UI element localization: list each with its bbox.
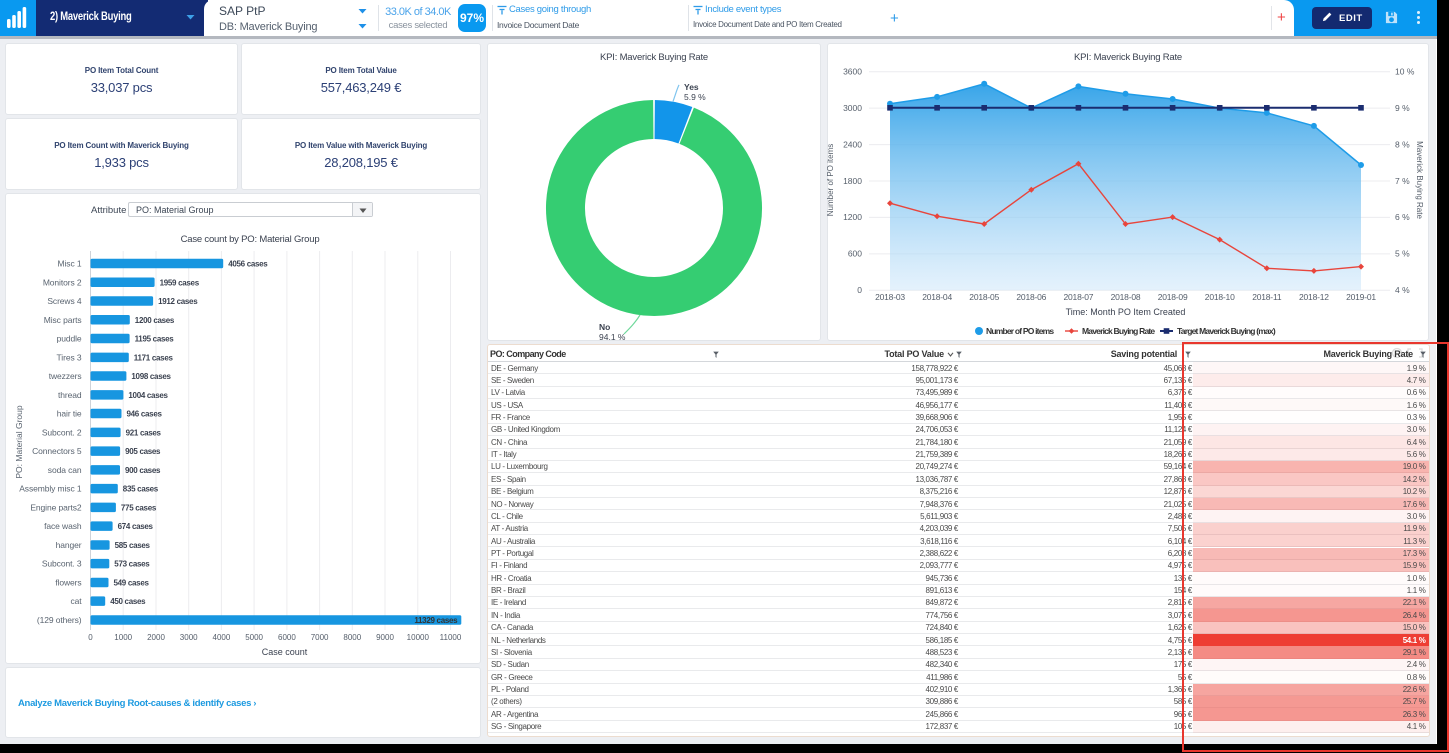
svg-text:1800: 1800 [843,176,862,186]
svg-text:PO: Material Group: PO: Material Group [14,405,24,478]
svg-text:2018-08: 2018-08 [1111,292,1141,302]
svg-text:2018-03: 2018-03 [875,292,905,302]
svg-text:2018-05: 2018-05 [969,292,999,302]
svg-text:585 cases: 585 cases [115,541,151,550]
svg-text:2019-01: 2019-01 [1346,292,1376,302]
svg-text:2018-06: 2018-06 [1016,292,1046,302]
svg-text:8000: 8000 [343,633,361,642]
svg-text:4000: 4000 [213,633,231,642]
svg-text:905 cases: 905 cases [125,447,161,456]
svg-text:Misc 1: Misc 1 [58,259,82,269]
svg-text:3000: 3000 [180,633,198,642]
svg-text:Time: Month PO Item Created: Time: Month PO Item Created [1066,307,1186,317]
svg-text:0: 0 [88,633,93,642]
svg-text:2018-10: 2018-10 [1205,292,1235,302]
svg-text:twezzers: twezzers [49,371,82,381]
svg-text:soda can: soda can [48,465,82,475]
svg-text:1004 cases: 1004 cases [128,391,168,400]
svg-text:6 %: 6 % [1395,212,1410,222]
svg-text:573 cases: 573 cases [114,560,150,569]
svg-text:Screws 4: Screws 4 [47,296,82,306]
svg-text:2018-09: 2018-09 [1158,292,1188,302]
svg-text:Case count by PO: Material Gro: Case count by PO: Material Group [181,234,320,245]
svg-text:4 %: 4 % [1395,285,1410,295]
svg-text:674 cases: 674 cases [118,522,154,531]
svg-text:11329 cases: 11329 cases [414,616,458,625]
svg-text:KPI: Maverick Buying Rate: KPI: Maverick Buying Rate [1074,52,1182,63]
svg-text:775 cases: 775 cases [121,503,157,512]
svg-text:1912 cases: 1912 cases [158,297,198,306]
svg-text:puddle: puddle [57,334,82,344]
svg-text:450 cases: 450 cases [110,597,146,606]
svg-text:2018-04: 2018-04 [922,292,952,302]
svg-text:5000: 5000 [245,633,263,642]
svg-text:Assembly misc 1: Assembly misc 1 [19,484,82,494]
svg-text:7000: 7000 [311,633,329,642]
svg-text:1200 cases: 1200 cases [135,316,175,325]
svg-text:hair tie: hair tie [57,409,82,419]
svg-text:11000: 11000 [440,633,462,642]
svg-text:0: 0 [857,285,862,295]
svg-text:Target Maverick Buying (max): Target Maverick Buying (max) [1177,326,1276,336]
svg-text:4056 cases: 4056 cases [228,260,268,269]
svg-text:hanger: hanger [56,540,82,550]
svg-text:flowers: flowers [55,577,81,587]
svg-text:6000: 6000 [278,633,296,642]
svg-text:600: 600 [848,249,862,259]
svg-text:Monitors 2: Monitors 2 [43,277,82,287]
svg-text:Misc parts: Misc parts [44,315,82,325]
svg-text:10 %: 10 % [1395,67,1415,77]
svg-text:5 %: 5 % [1395,249,1410,259]
svg-text:cat: cat [70,596,82,606]
svg-text:1000: 1000 [114,633,132,642]
svg-text:9000: 9000 [376,633,394,642]
svg-text:Subcont. 2: Subcont. 2 [42,427,82,437]
svg-text:Maverick Buying Rate: Maverick Buying Rate [1415,141,1424,219]
svg-text:Number of PO items: Number of PO items [986,326,1054,336]
svg-text:2400: 2400 [843,139,862,149]
svg-text:835 cases: 835 cases [123,485,159,494]
svg-text:(129 others): (129 others) [37,615,82,625]
svg-text:Engine parts2: Engine parts2 [30,502,82,512]
svg-text:10000: 10000 [407,633,430,642]
svg-text:1195 cases: 1195 cases [135,335,175,344]
svg-text:2018-11: 2018-11 [1252,292,1282,302]
svg-text:2018-12: 2018-12 [1299,292,1329,302]
svg-text:KPI: Maverick Buying Rate: KPI: Maverick Buying Rate [600,52,708,63]
svg-text:Maverick Buying Rate: Maverick Buying Rate [1082,326,1155,336]
svg-text:Tires 3: Tires 3 [57,352,82,362]
svg-text:9 %: 9 % [1395,103,1410,113]
svg-text:thread: thread [58,390,82,400]
svg-text:7 %: 7 % [1395,176,1410,186]
svg-text:946 cases: 946 cases [127,410,163,419]
svg-text:921 cases: 921 cases [126,428,162,437]
svg-text:Subcont. 3: Subcont. 3 [42,559,82,569]
svg-text:94.1 %: 94.1 % [599,332,626,341]
svg-text:Case count: Case count [262,647,308,657]
svg-text:1200: 1200 [843,212,862,222]
svg-text:3600: 3600 [843,67,862,77]
svg-text:Connectors 5: Connectors 5 [32,446,82,456]
svg-text:900 cases: 900 cases [125,466,161,475]
svg-text:5.9 %: 5.9 % [684,92,706,102]
svg-text:face wash: face wash [44,521,82,531]
svg-text:8 %: 8 % [1395,139,1410,149]
svg-text:3000: 3000 [843,103,862,113]
svg-text:1098 cases: 1098 cases [131,372,171,381]
svg-text:2000: 2000 [147,633,165,642]
svg-text:Number of PO items: Number of PO items [827,144,835,216]
svg-text:Yes: Yes [684,82,699,92]
svg-text:549 cases: 549 cases [114,578,150,587]
svg-text:1171 cases: 1171 cases [134,353,174,362]
svg-text:1959 cases: 1959 cases [160,278,200,287]
svg-text:2018-07: 2018-07 [1064,292,1094,302]
svg-text:No: No [599,322,610,332]
